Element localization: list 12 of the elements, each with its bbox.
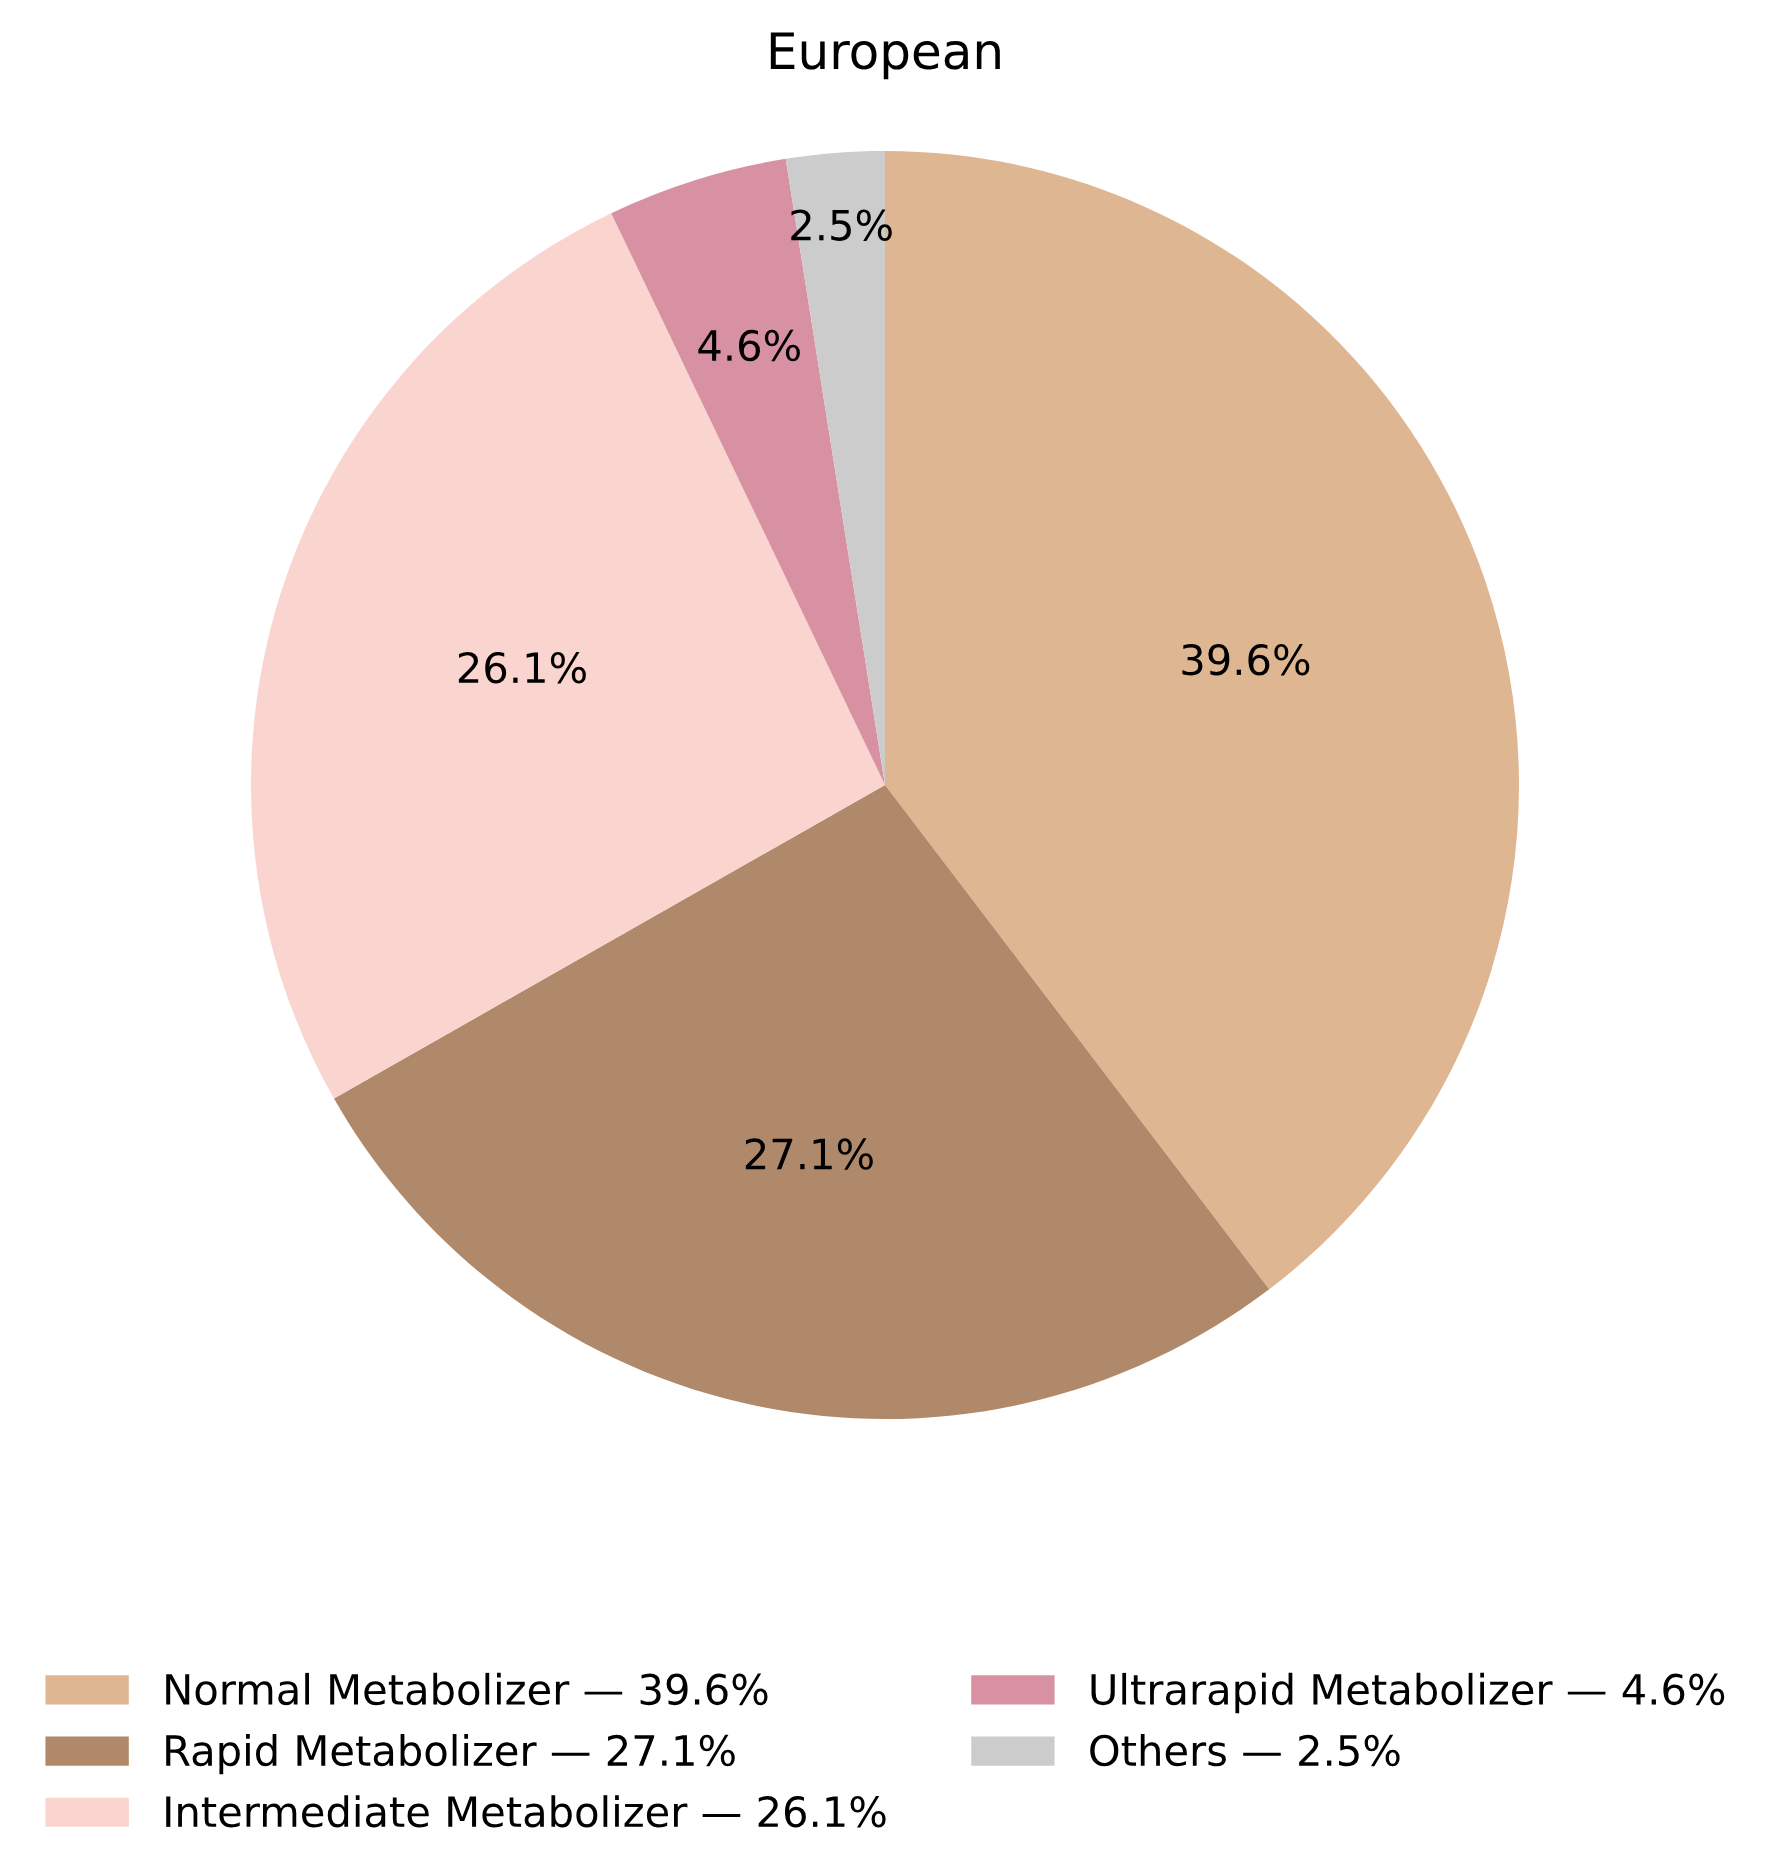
data-label: 39.6%	[1182, 643, 1310, 676]
data-label: 26.1%	[458, 651, 586, 684]
chart-title: European	[770, 32, 1000, 80]
legend-label: Ultrarapid Metabolizer — 4.6%	[1091, 1672, 1725, 1714]
legend-label: Intermediate Metabolizer — 26.1%	[166, 1795, 886, 1828]
legend-label: Normal Metabolizer — 39.6%	[166, 1672, 768, 1706]
legend-label: Rapid Metabolizer — 27.1%	[166, 1734, 735, 1775]
data-label: 2.5%	[791, 209, 892, 241]
pie-slice	[333, 785, 1270, 1419]
legend-label: Others — 2.5%	[1090, 1734, 1400, 1767]
data-label: 4.6%	[698, 329, 800, 362]
data-label: 27.1%	[745, 1138, 873, 1170]
